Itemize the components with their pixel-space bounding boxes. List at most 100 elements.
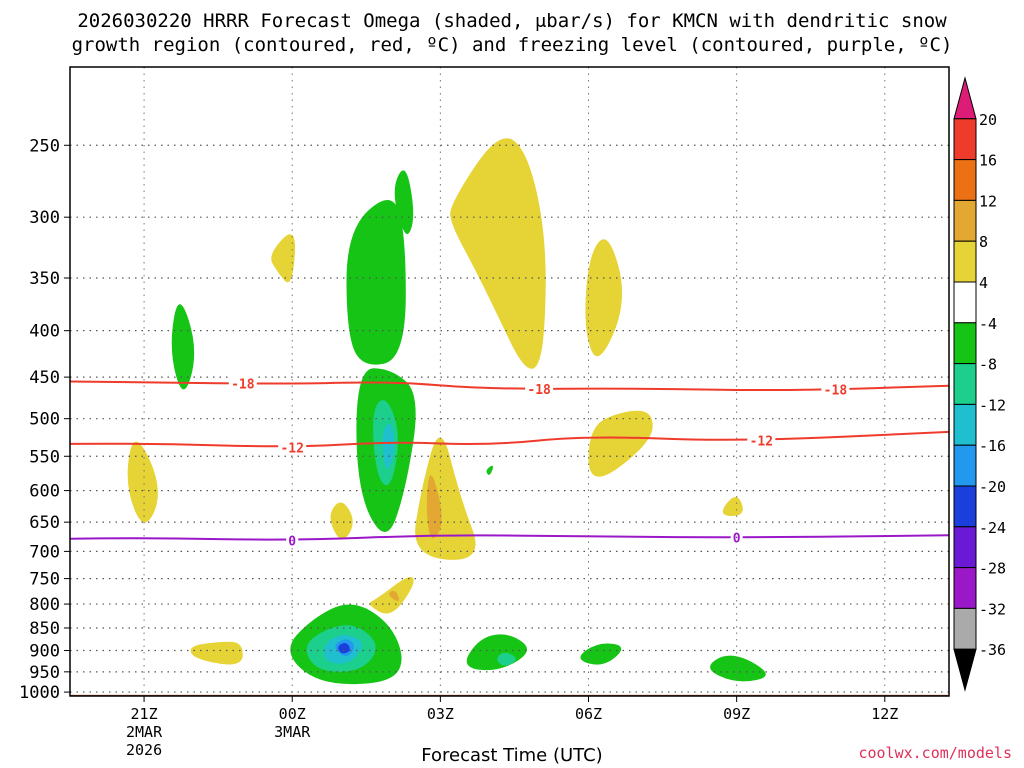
colorbar-bin [953, 159, 977, 201]
colorbar-bin [953, 607, 977, 650]
x-tick-label: 09Z [723, 705, 750, 723]
y-tick-label: 700 [29, 542, 60, 562]
green-region-a [346, 200, 406, 365]
x-tick-label: 06Z [575, 705, 602, 723]
y-tick-label: 450 [29, 368, 60, 388]
colorbar-label: -24 [979, 519, 1006, 537]
deepblue-region-a [338, 643, 350, 654]
colorbar-label: -8 [979, 356, 997, 374]
colorbar-label: -16 [979, 437, 1006, 455]
colorbar-label: 16 [979, 152, 997, 170]
colorbar-label: -32 [979, 600, 1006, 618]
freezing-level-contour [70, 534, 949, 541]
y-tick-label: 800 [29, 595, 60, 615]
plot-frame [69, 66, 950, 697]
x-tick-label: 03Z [427, 705, 454, 723]
yellow-region-g [330, 502, 353, 540]
y-tick-label: 950 [29, 663, 60, 683]
colorbar-bin [953, 567, 977, 609]
yellow-region-f [722, 496, 743, 516]
orange-region-b [389, 590, 400, 602]
colorbar-bin [953, 76, 977, 120]
y-tick-label: 250 [29, 136, 60, 156]
yellow-region-b [271, 234, 296, 283]
credit-text: coolwx.com/models [858, 744, 1012, 762]
y-tick-label: 650 [29, 513, 60, 533]
contour-label: -18 [231, 377, 255, 392]
colorbar-label: -28 [979, 560, 1006, 578]
dgz-lower-contour [70, 430, 949, 448]
colorbar-label: 8 [979, 233, 988, 251]
y-tick-label: 300 [29, 208, 60, 228]
colorbar-label: -12 [979, 396, 1006, 414]
colorbar-bin [953, 485, 977, 528]
colorbar-bin [953, 526, 977, 569]
y-tick-label: 350 [29, 269, 60, 289]
dgz-upper-contour [70, 380, 949, 392]
colorbar-bin [953, 403, 977, 446]
contour-label-bg [821, 382, 850, 397]
x-tick-sublabel: 2026 [126, 741, 162, 759]
colorbar-bin [953, 281, 977, 324]
green-region-e [486, 465, 494, 475]
colorbar-bin [953, 118, 977, 161]
green-region-i [710, 655, 766, 682]
contour-label: -12 [750, 435, 773, 450]
contour-label: -18 [527, 383, 551, 398]
orange-region-a [426, 475, 442, 539]
x-tick-label: 12Z [871, 705, 898, 723]
y-tick-label: 1000 [19, 683, 60, 703]
colorbar-bin [953, 648, 977, 692]
colorbar-label: 12 [979, 192, 997, 210]
contour-label-bg [747, 433, 776, 448]
colorbar-bin [953, 444, 977, 487]
colorbar-bin [953, 322, 977, 365]
yellow-region-j [190, 641, 243, 665]
yellow-region-a [127, 441, 158, 523]
chart-title-line-2: growth region (contoured, red, ºC) and f… [71, 34, 953, 56]
y-tick-label: 600 [29, 482, 60, 502]
contour-label-bg [278, 440, 307, 455]
x-axis-title: Forecast Time (UTC) [421, 745, 603, 766]
x-tick-sublabel: 2MAR [126, 723, 163, 741]
colorbar-label: 4 [979, 274, 988, 292]
green-region-h [580, 643, 622, 665]
x-tick-sublabel: 3MAR [274, 723, 311, 741]
colorbar-label: 20 [979, 111, 997, 129]
cyan-region-a [382, 423, 395, 469]
green-region-g [466, 634, 527, 671]
contour-label-bg [228, 376, 257, 391]
colorbar-bin [953, 363, 977, 405]
contour-label: -18 [824, 383, 848, 398]
contour-label-bg [286, 533, 299, 548]
colorbar-bin [953, 240, 977, 283]
yellow-region-d [585, 239, 623, 357]
chart-title-line-1: 2026030220 HRRR Forecast Omega (shaded, … [77, 10, 947, 32]
y-tick-label: 850 [29, 619, 60, 639]
y-tick-label: 550 [29, 447, 60, 467]
y-tick-label: 400 [29, 322, 60, 342]
contour-label: 0 [288, 535, 296, 550]
x-tick-label: 21Z [131, 705, 158, 723]
colorbar-label: -4 [979, 315, 997, 333]
green-region-c [394, 170, 414, 235]
colorbar-label: -36 [979, 641, 1006, 659]
plot-area: -18 -12 0 -18 -18 -12 0 [70, 67, 949, 696]
y-tick-label: 750 [29, 570, 60, 590]
yellow-region-e [588, 410, 653, 477]
colorbar-label: -20 [979, 478, 1006, 496]
colorbar-bin [953, 199, 977, 242]
contour-label: -12 [280, 442, 303, 457]
contour-label: 0 [733, 532, 741, 547]
y-tick-label: 900 [29, 642, 60, 662]
yellow-region-c [450, 138, 546, 369]
green-region-d [171, 304, 195, 390]
yellow-region-h [415, 437, 476, 560]
contour-label-bg [525, 381, 554, 396]
x-tick-label: 00Z [279, 705, 306, 723]
y-tick-label: 500 [29, 410, 60, 430]
colorbar: 20 16 12 8 4 -4 -8 -12 -16 -20 -24 -28 -32 -36 [953, 76, 1006, 692]
contour-label-bg [730, 530, 743, 545]
teal-region-c [497, 652, 516, 666]
